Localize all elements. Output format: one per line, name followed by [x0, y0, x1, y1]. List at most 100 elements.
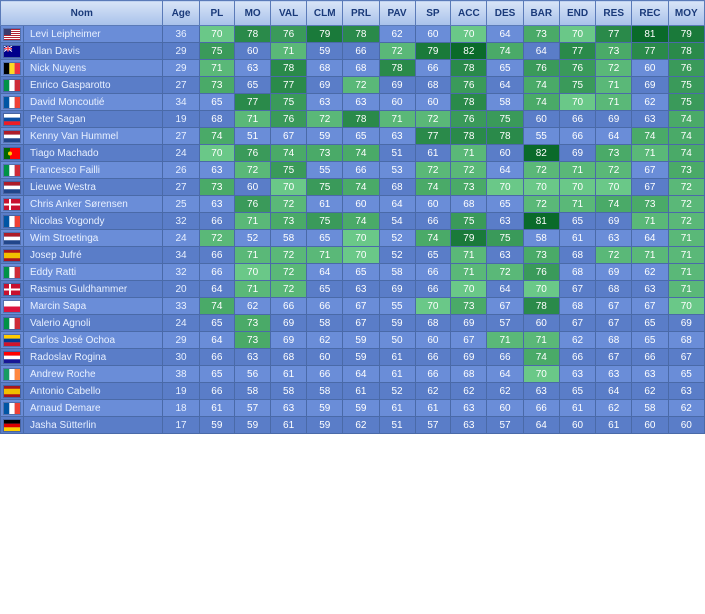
rider-age: 33: [163, 298, 199, 315]
stat-value: 71: [235, 281, 271, 298]
stat-value: 72: [379, 43, 415, 60]
stat-value: 62: [415, 383, 451, 400]
col-age[interactable]: Age: [163, 1, 199, 26]
stat-value: 61: [307, 196, 343, 213]
stat-value: 76: [235, 196, 271, 213]
stat-value: 70: [199, 145, 235, 162]
col-nom[interactable]: Nom: [1, 1, 163, 26]
table-row[interactable]: Peter Sagan19687176727871727675606669637…: [1, 111, 705, 128]
col-stat[interactable]: SP: [415, 1, 451, 26]
stat-value: 72: [668, 196, 704, 213]
table-row[interactable]: Carlos José Ochoa29647369625950606771716…: [1, 332, 705, 349]
stat-value: 61: [415, 145, 451, 162]
table-row[interactable]: Nick Nuyens29716378686878667865767672607…: [1, 60, 705, 77]
stat-value: 70: [559, 179, 595, 196]
stat-value: 75: [668, 94, 704, 111]
col-stat[interactable]: PRL: [343, 1, 379, 26]
stat-value: 73: [199, 77, 235, 94]
table-row[interactable]: Valerio Agnoli24657369586759686957606767…: [1, 315, 705, 332]
col-stat[interactable]: REC: [632, 1, 668, 26]
table-row[interactable]: David Moncoutié3465777563636060785874707…: [1, 94, 705, 111]
flag-icon: [1, 60, 24, 77]
stat-value: 72: [451, 162, 487, 179]
table-row[interactable]: Enrico Gasparotto27736577697269687664747…: [1, 77, 705, 94]
stat-value: 68: [596, 332, 632, 349]
table-row[interactable]: Rasmus Guldhammer20647172656369667064706…: [1, 281, 705, 298]
stat-value: 74: [343, 179, 379, 196]
stat-value: 78: [668, 43, 704, 60]
rider-age: 30: [163, 349, 199, 366]
stat-value: 78: [343, 111, 379, 128]
rider-age: 19: [163, 111, 199, 128]
table-row[interactable]: Allan Davis29756071596672798274647773777…: [1, 43, 705, 60]
stat-value: 78: [523, 298, 559, 315]
rider-name: Arnaud Demare: [24, 400, 163, 417]
flag-icon: [1, 26, 24, 43]
stat-value: 66: [307, 298, 343, 315]
stat-value: 74: [668, 128, 704, 145]
stat-value: 63: [487, 213, 523, 230]
table-row[interactable]: Francesco Failli266372755566537272647271…: [1, 162, 705, 179]
stat-value: 75: [271, 94, 307, 111]
rider-age: 29: [163, 60, 199, 77]
col-stat[interactable]: END: [559, 1, 595, 26]
stat-value: 72: [668, 213, 704, 230]
table-row[interactable]: Levi Leipheimer3670787679786260706473707…: [1, 26, 705, 43]
table-row[interactable]: Radoslav Rogina3066636860596166696674666…: [1, 349, 705, 366]
stat-value: 52: [379, 230, 415, 247]
col-stat[interactable]: MO: [235, 1, 271, 26]
col-stat[interactable]: VAL: [271, 1, 307, 26]
flag-icon: [1, 43, 24, 60]
table-row[interactable]: Josep Jufré34667172717052657163736872717…: [1, 247, 705, 264]
stat-value: 66: [415, 60, 451, 77]
stat-value: 61: [559, 230, 595, 247]
stat-value: 73: [523, 26, 559, 43]
stat-value: 75: [451, 213, 487, 230]
table-row[interactable]: Wim Stroetinga24725258657052747975586163…: [1, 230, 705, 247]
stat-value: 64: [523, 43, 559, 60]
col-stat[interactable]: PL: [199, 1, 235, 26]
table-row[interactable]: Arnaud Demare186157635959616163606661625…: [1, 400, 705, 417]
stat-value: 71: [668, 247, 704, 264]
stat-value: 62: [632, 264, 668, 281]
col-stat[interactable]: CLM: [307, 1, 343, 26]
col-stat[interactable]: RES: [596, 1, 632, 26]
rider-age: 25: [163, 196, 199, 213]
col-stat[interactable]: ACC: [451, 1, 487, 26]
rider-age: 19: [163, 383, 199, 400]
stat-value: 60: [487, 145, 523, 162]
table-row[interactable]: Tiago Machado247076747374516171608269737…: [1, 145, 705, 162]
table-row[interactable]: Antonio Cabello1966585858615262626263656…: [1, 383, 705, 400]
table-row[interactable]: Marcin Sapa33746266666755707367786867677…: [1, 298, 705, 315]
stat-value: 66: [307, 366, 343, 383]
stat-value: 82: [523, 145, 559, 162]
rider-age: 38: [163, 366, 199, 383]
stat-value: 67: [596, 298, 632, 315]
col-stat[interactable]: DES: [487, 1, 523, 26]
stat-value: 70: [596, 179, 632, 196]
stat-value: 70: [451, 281, 487, 298]
table-row[interactable]: Andrew Roche3865566166646166686470636363…: [1, 366, 705, 383]
stat-value: 63: [451, 417, 487, 434]
col-stat[interactable]: PAV: [379, 1, 415, 26]
table-row[interactable]: Chris Anker Sørensen25637672616064606865…: [1, 196, 705, 213]
table-row[interactable]: Nicolas Vogondy3266717375745466756381656…: [1, 213, 705, 230]
table-row[interactable]: Lieuwe Westra277360707574687473707070706…: [1, 179, 705, 196]
stat-value: 82: [451, 43, 487, 60]
stat-value: 71: [235, 213, 271, 230]
col-stat[interactable]: BAR: [523, 1, 559, 26]
table-row[interactable]: Eddy Ratti326670726465586671727668696271: [1, 264, 705, 281]
stat-value: 67: [487, 298, 523, 315]
table-row[interactable]: Jasha Sütterlin1759596159625157635764606…: [1, 417, 705, 434]
flag-icon: [1, 366, 24, 383]
table-row[interactable]: Kenny Van Hummel277451675965637778785566…: [1, 128, 705, 145]
stat-value: 69: [632, 77, 668, 94]
col-stat[interactable]: MOY: [668, 1, 704, 26]
stat-value: 71: [668, 230, 704, 247]
stat-value: 71: [559, 196, 595, 213]
stat-value: 65: [415, 247, 451, 264]
stat-value: 68: [271, 349, 307, 366]
stat-value: 63: [487, 247, 523, 264]
stat-value: 64: [596, 128, 632, 145]
stat-value: 59: [199, 417, 235, 434]
